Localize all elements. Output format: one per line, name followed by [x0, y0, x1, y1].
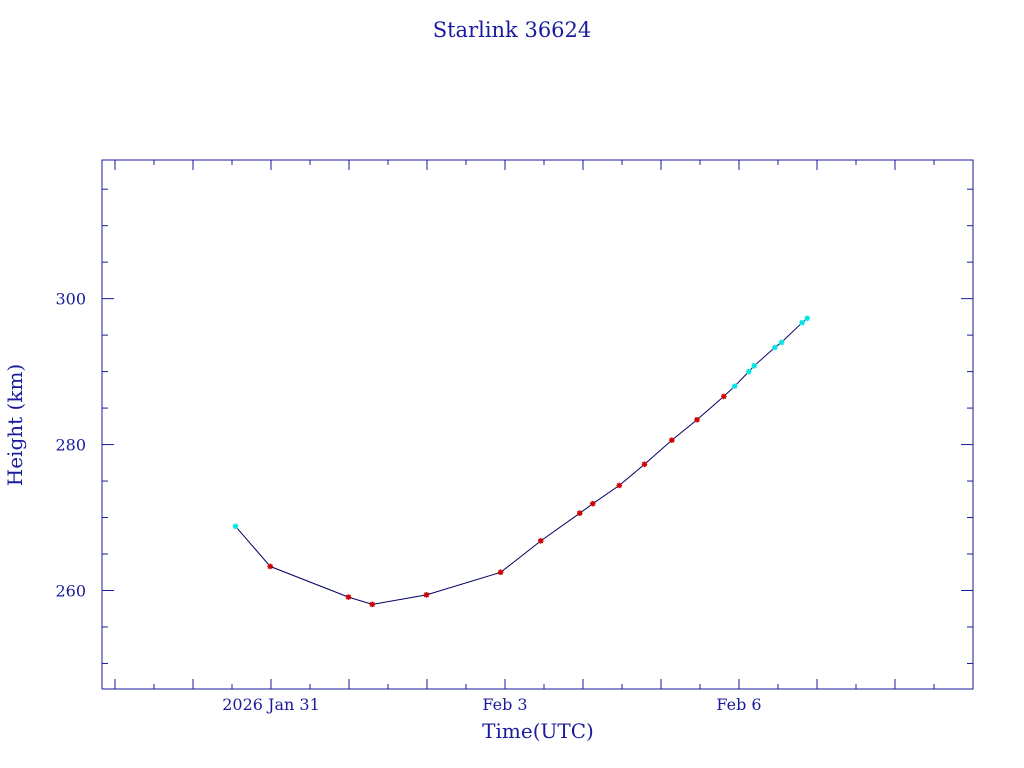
- data-point: [771, 344, 778, 351]
- x-tick-label: Feb 3: [482, 695, 527, 714]
- y-tick-label: 300: [55, 290, 86, 309]
- data-point: [576, 510, 583, 516]
- data-point: [267, 563, 273, 570]
- data-point: [616, 482, 623, 489]
- data-point: [694, 416, 700, 423]
- y-axis-label: Height (km): [3, 364, 27, 486]
- data-point: [369, 601, 376, 608]
- plot-frame: [101, 159, 974, 690]
- data-point: [778, 339, 785, 346]
- chart-title: Starlink 36624: [433, 18, 592, 42]
- y-tick-label: 280: [55, 436, 86, 455]
- data-point: [232, 523, 239, 530]
- data-point: [669, 437, 675, 443]
- data-point: [497, 569, 504, 576]
- y-tick-label: 260: [55, 581, 86, 600]
- x-tick-label: 2026 Jan 31: [222, 695, 320, 714]
- data-point: [751, 362, 757, 369]
- series-line: [235, 317, 808, 605]
- x-axis-label: Time(UTC): [482, 719, 594, 743]
- data-point: [641, 461, 648, 468]
- data-point: [804, 315, 811, 322]
- data-point: [745, 368, 752, 375]
- data-point: [721, 393, 727, 400]
- data-point: [423, 592, 430, 598]
- data-point: [345, 594, 352, 600]
- data-point: [537, 538, 544, 544]
- x-tick-label: Feb 6: [716, 695, 761, 714]
- data-point: [589, 500, 596, 507]
- data-point: [731, 383, 738, 389]
- data-point: [799, 319, 805, 326]
